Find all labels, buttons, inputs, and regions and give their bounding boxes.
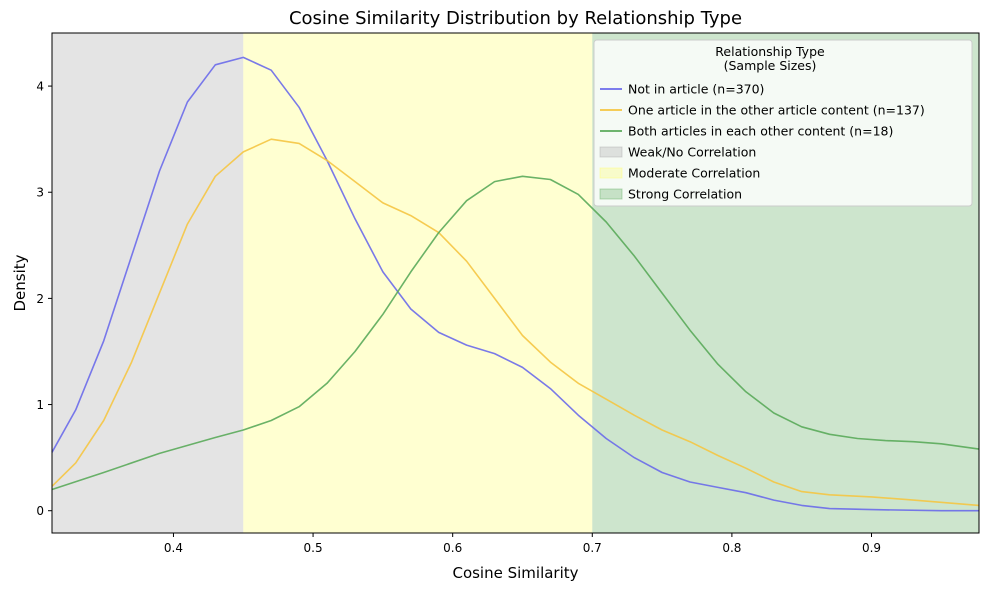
x-tick-label: 0.7: [583, 541, 602, 555]
x-tick-label: 0.5: [304, 541, 323, 555]
legend-label-series-2: One article in the other article content…: [628, 103, 925, 118]
legend-box: [593, 39, 973, 207]
axes: 0.4 0.5 0.6 0.7 0.8 0.9 0 1 2 3 4: [36, 32, 980, 555]
density-curves: [51, 56, 980, 512]
x-tick-label: 0.8: [722, 541, 741, 555]
legend-swatch-region-3: [599, 188, 623, 200]
series-2-line: [51, 138, 980, 507]
y-tick-label: 1: [36, 398, 44, 412]
legend-swatch-region-2: [599, 167, 623, 179]
legend-title-line: (Sample Sizes): [724, 58, 817, 73]
series-3-line: [51, 175, 980, 491]
series-1-line: [51, 56, 979, 512]
y-tick-label: 2: [36, 292, 44, 306]
legend-label-region-2: Moderate Correlation: [628, 166, 760, 181]
y-tick-label: 0: [36, 504, 44, 518]
legend-title-line: Relationship Type: [715, 44, 825, 59]
region-2-band: [243, 33, 593, 533]
legend-label-region-1: Weak/No Correlation: [628, 145, 756, 160]
y-tick-label: 3: [36, 186, 44, 200]
legend: Relationship Type(Sample Sizes) Not in ar…: [593, 39, 973, 207]
plot-frame: [51, 32, 980, 534]
legend-swatch-region-1: [599, 146, 623, 158]
x-tick-label: 0.4: [164, 541, 183, 555]
y-axis-label: Density: [11, 254, 29, 311]
legend-label-series-1: Not in article (n=370): [628, 82, 764, 97]
x-tick-label: 0.6: [443, 541, 462, 555]
legend-label-series-3: Both articles in each other content (n=1…: [628, 124, 893, 139]
x-axis-label: Cosine Similarity: [452, 564, 578, 582]
chart-title: Cosine Similarity Distribution by Relati…: [289, 8, 742, 29]
legend-label-region-3: Strong Correlation: [628, 187, 742, 202]
x-tick-label: 0.9: [862, 541, 881, 555]
y-tick-label: 4: [36, 80, 44, 94]
